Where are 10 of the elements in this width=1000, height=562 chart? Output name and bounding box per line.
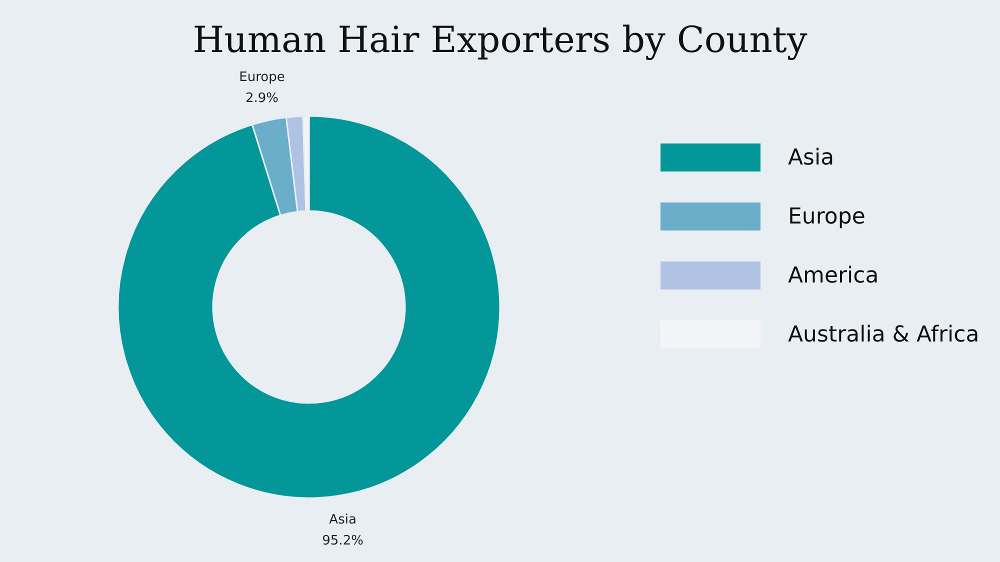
legend-label: America [788, 264, 879, 288]
legend-label: Europe [788, 204, 866, 230]
slice-label: Asia [329, 512, 356, 528]
donut-slice [117, 115, 501, 499]
legend-label: Australia & Africa [788, 322, 980, 348]
chart-title: Human Hair Exporters by County [192, 20, 808, 61]
legend-label: Asia [788, 146, 834, 170]
data-label: 95.2% [322, 533, 364, 548]
data-label: 2.9% [245, 90, 279, 106]
slice-label: Europe [239, 70, 285, 85]
